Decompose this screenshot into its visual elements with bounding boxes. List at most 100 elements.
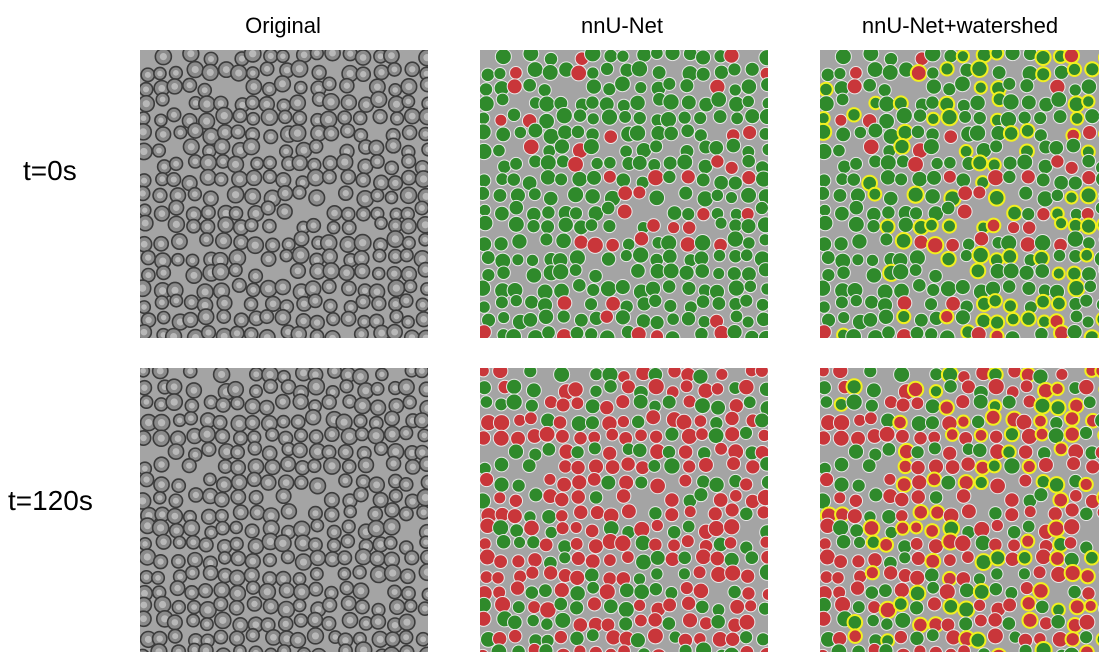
- cell-mask: [743, 396, 756, 409]
- cell-mask: [894, 630, 907, 643]
- cell-center: [141, 241, 148, 248]
- cell-mask: [554, 366, 570, 382]
- cell-mask: [761, 550, 775, 564]
- cell-center: [325, 239, 332, 246]
- cell-mask: [833, 144, 846, 157]
- cell-mask: [882, 326, 896, 340]
- cell-mask: [914, 505, 928, 519]
- cell-center: [296, 190, 302, 196]
- cell-center: [363, 144, 369, 150]
- cell-mask: [1017, 154, 1033, 170]
- cell-center: [300, 147, 307, 154]
- cell-mask: [988, 378, 1004, 394]
- cell-center: [159, 257, 166, 264]
- cell-mask: [1049, 140, 1064, 155]
- cell-mask: [762, 143, 775, 156]
- cell-center: [237, 622, 244, 629]
- cell-mask: [944, 380, 957, 393]
- cell-mask: [682, 221, 695, 234]
- cell-mask: [758, 429, 770, 441]
- cell-mask: [992, 66, 1006, 80]
- cell-mask: [554, 630, 567, 643]
- cell-center: [315, 523, 321, 529]
- cell-center: [141, 590, 148, 597]
- cell-center: [219, 143, 226, 150]
- cell-center: [264, 66, 270, 72]
- cell-mask: [973, 573, 985, 585]
- cell-center: [208, 530, 214, 536]
- cell-mask: [957, 204, 972, 219]
- cell-center: [393, 493, 399, 499]
- cell-mask: [838, 160, 851, 173]
- cell-mask: [681, 124, 695, 138]
- cell-center: [235, 449, 241, 455]
- cell-mask: [619, 110, 632, 123]
- cell-mask: [617, 416, 629, 428]
- cell-mask: [866, 268, 882, 284]
- cell-mask: [820, 571, 833, 584]
- cell-center: [254, 161, 260, 167]
- cell-center: [217, 257, 224, 264]
- cell-mask: [542, 442, 556, 456]
- cell-mask: [544, 566, 558, 580]
- cell-center: [331, 542, 337, 548]
- cell-mask: [989, 538, 1002, 551]
- cell-mask: [633, 186, 646, 199]
- cell-mask: [1020, 237, 1035, 252]
- cell-mask: [678, 551, 692, 565]
- cell-mask: [1036, 642, 1052, 652]
- cell-center: [144, 553, 151, 560]
- cell-center: [285, 384, 291, 390]
- cell-mask: [601, 252, 615, 266]
- cell-mask: [1064, 519, 1080, 535]
- cell-center: [207, 570, 213, 576]
- cell-center: [296, 160, 303, 167]
- row-label: t=0s: [23, 155, 77, 186]
- cell-mask: [649, 582, 662, 595]
- cell-mask: [914, 431, 927, 444]
- cell-center: [310, 222, 316, 228]
- cell-mask: [477, 237, 492, 252]
- cell-mask: [956, 395, 970, 409]
- cell-center: [173, 204, 180, 211]
- cell-center: [403, 298, 409, 304]
- cell-mask: [496, 93, 509, 106]
- column-header: nnU-Net: [581, 13, 663, 38]
- cell-center: [379, 372, 384, 377]
- cell-mask: [570, 586, 586, 602]
- cell-mask: [1037, 475, 1050, 488]
- cell-mask: [910, 631, 924, 645]
- cell-mask: [1085, 62, 1099, 76]
- cell-mask: [601, 201, 615, 215]
- cell-center: [254, 509, 260, 515]
- cell-mask: [619, 617, 633, 631]
- cell-mask: [898, 217, 913, 232]
- cell-center: [403, 634, 409, 640]
- cell: [422, 143, 435, 156]
- cell-mask: [884, 566, 898, 580]
- cell-mask: [914, 313, 928, 327]
- cell-mask: [924, 568, 939, 583]
- cell-center: [253, 273, 259, 279]
- cell-center: [205, 209, 211, 215]
- cell-mask: [1020, 380, 1033, 393]
- cell-mask: [1003, 598, 1017, 612]
- cell-center: [388, 540, 394, 546]
- cell-mask: [651, 568, 663, 580]
- cell-center: [161, 164, 167, 170]
- cell-mask: [837, 266, 851, 280]
- cell-mask: [1068, 176, 1082, 190]
- cell-center: [346, 285, 352, 291]
- cell-mask: [615, 310, 630, 325]
- cell-center: [346, 524, 352, 530]
- cell-mask: [927, 283, 940, 296]
- cell-mask: [649, 538, 662, 551]
- cell-mask: [510, 294, 522, 306]
- cell-center: [159, 176, 165, 182]
- cell-mask: [542, 509, 557, 524]
- cell-mask: [524, 520, 540, 536]
- cell-center: [298, 432, 304, 438]
- cell-mask: [897, 310, 910, 323]
- cell-mask: [616, 173, 631, 188]
- cell-mask: [556, 522, 569, 535]
